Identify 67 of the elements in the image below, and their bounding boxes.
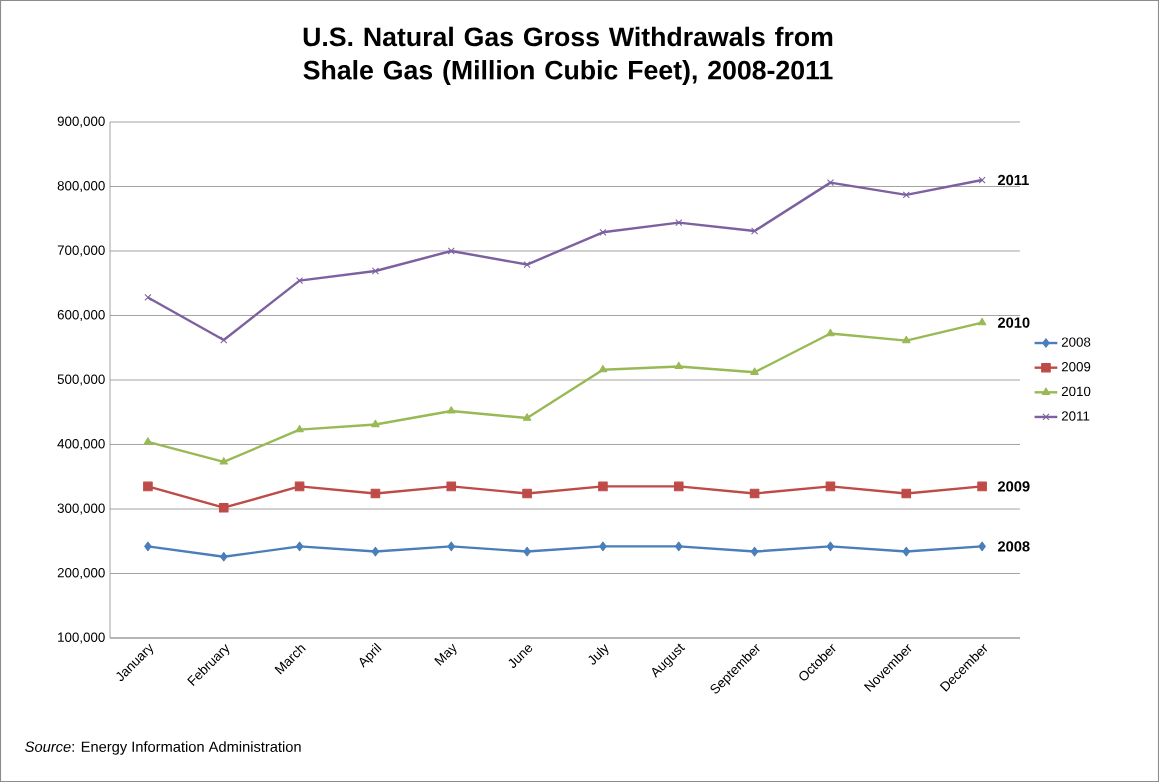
- point: [826, 541, 835, 552]
- point: [598, 481, 608, 492]
- point: [446, 481, 457, 492]
- point: [751, 227, 759, 235]
- point: [294, 481, 305, 492]
- y-tick-label: 800,000: [57, 180, 105, 193]
- text: Source: Energy Information Administration: [25, 741, 301, 755]
- point: [598, 364, 608, 373]
- text: 2009: [997, 481, 1030, 492]
- point: [977, 317, 987, 326]
- point: [750, 367, 759, 375]
- x-tick-label: May: [434, 643, 457, 666]
- point: [675, 219, 683, 227]
- y-tick-label: 300,000: [57, 503, 105, 515]
- point: [220, 336, 228, 344]
- point: [143, 481, 153, 492]
- point: [447, 247, 455, 255]
- y-tick-label: 600,000: [57, 309, 105, 322]
- point: [523, 546, 531, 557]
- y-tick-label: 100,000: [58, 632, 105, 644]
- point: [220, 551, 228, 562]
- point: [675, 541, 683, 552]
- legend-label: 2009: [1061, 362, 1091, 372]
- point: [902, 335, 911, 344]
- chart-title: U.S. Natural Gas Gross Withdrawals from Shale Gas (Million Cubic Feet), 2008-2011: [303, 26, 833, 85]
- y-tick-label: 500,000: [57, 374, 105, 386]
- legend-label: 2011: [1061, 411, 1090, 421]
- point: [523, 260, 531, 269]
- point: [674, 361, 683, 370]
- point: [826, 179, 834, 187]
- point: [371, 546, 380, 557]
- legend-label: 2010: [1061, 386, 1091, 397]
- text: 2010: [997, 317, 1030, 328]
- point: [978, 176, 986, 184]
- point: [673, 481, 684, 492]
- point: [144, 541, 152, 552]
- point: [144, 293, 152, 301]
- y-tick-label: 900,000: [57, 116, 105, 128]
- point: [978, 541, 986, 552]
- text: 2008: [997, 541, 1030, 552]
- point: [749, 488, 760, 499]
- point: [296, 277, 304, 285]
- text: 2011: [997, 174, 1029, 186]
- point: [522, 413, 532, 421]
- point: [902, 191, 910, 199]
- point: [371, 419, 380, 428]
- point: [371, 267, 379, 275]
- point: [599, 541, 607, 552]
- point: [522, 488, 532, 499]
- point: [447, 406, 456, 414]
- x-tick-label: July: [588, 644, 609, 665]
- y-tick-label: 400,000: [57, 438, 105, 451]
- y-tick-label: 200,000: [57, 567, 105, 580]
- point: [826, 328, 835, 337]
- y-tick-label: 700,000: [57, 245, 105, 257]
- point: [447, 541, 455, 552]
- point: [977, 481, 987, 492]
- point: [750, 546, 759, 557]
- point: [218, 502, 229, 513]
- point: [295, 541, 304, 552]
- point: [901, 488, 912, 499]
- point: [902, 546, 910, 557]
- point: [143, 437, 153, 445]
- legend-label: 2008: [1061, 337, 1091, 347]
- point: [599, 228, 607, 236]
- point: [295, 424, 304, 433]
- point: [219, 457, 228, 465]
